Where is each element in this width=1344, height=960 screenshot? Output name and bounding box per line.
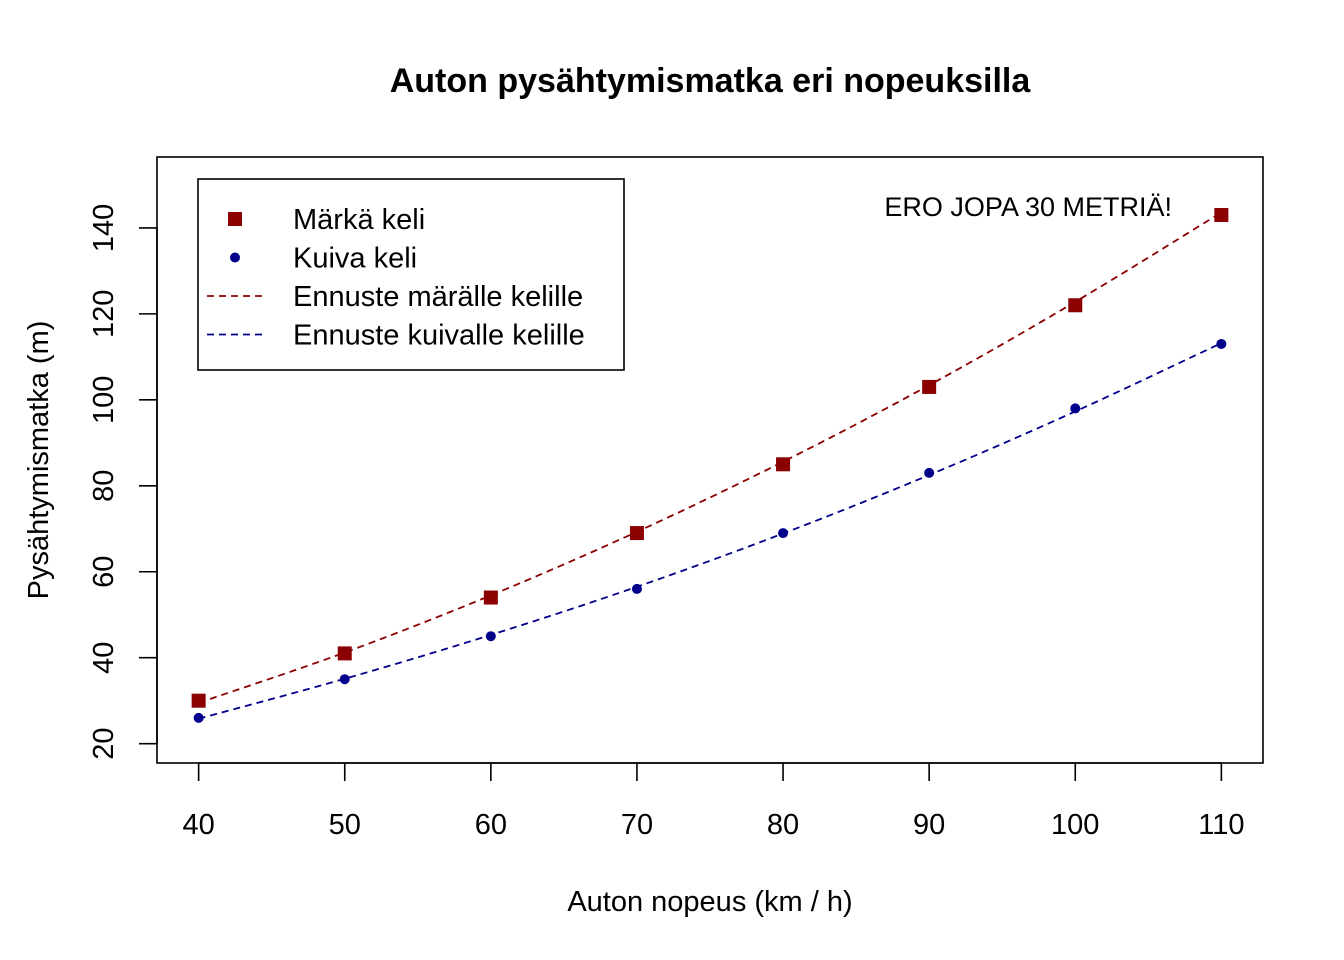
- x-tick-label: 90: [913, 809, 945, 841]
- legend-item-ennuste-kuivalle-kelille: Ennuste kuivalle kelille: [207, 320, 585, 352]
- legend-circle-marker: [230, 252, 240, 263]
- legend-label: Ennuste kuivalle kelille: [293, 320, 585, 352]
- x-tick-label: 110: [1198, 809, 1244, 841]
- legend-item-m-rk-keli: Märkä keli: [228, 204, 425, 236]
- data-point-kuiva-keli: [193, 712, 204, 723]
- data-point-kuiva-keli: [1216, 338, 1227, 349]
- data-point-kuiva-keli: [339, 674, 350, 685]
- legend-label: Kuiva keli: [293, 243, 417, 275]
- legend-box: [197, 178, 625, 371]
- legend-label: Märkä keli: [293, 204, 425, 236]
- series-line-ennuste-kuivalle-kelille: [198, 342, 1222, 720]
- annotation-text: ERO JOPA 30 METRIÄ!: [884, 192, 1172, 222]
- legend: Märkä keli Kuiva keli Ennuste märälle keli…: [197, 178, 625, 371]
- data-point-kuiva-keli: [485, 631, 496, 642]
- x-tick-label: 50: [329, 809, 361, 841]
- data-point-m-rk-keli: [776, 457, 791, 472]
- data-point-m-rk-keli: [1068, 298, 1083, 313]
- y-tick-label: 80: [88, 470, 120, 502]
- legend-square-marker: [228, 212, 242, 226]
- data-point-m-rk-keli: [922, 379, 937, 394]
- data-point-m-rk-keli: [1214, 208, 1229, 223]
- legend-item-kuiva-keli: Kuiva keli: [230, 243, 417, 275]
- data-point-m-rk-keli: [483, 590, 498, 605]
- x-tick-label: 70: [621, 809, 653, 841]
- y-axis-label: Pysähtymismatka (m): [23, 321, 55, 600]
- x-tick-label: 80: [767, 809, 799, 841]
- data-point-m-rk-keli: [629, 526, 644, 541]
- x-axis-label: Auton nopeus (km / h): [567, 886, 852, 918]
- y-tick-label: 20: [88, 728, 120, 760]
- chart-title: Auton pysähtymismatka eri nopeuksilla: [390, 62, 1032, 100]
- data-point-kuiva-keli: [631, 583, 642, 594]
- series-layer: [191, 208, 1229, 723]
- legend-label: Ennuste märälle kelille: [293, 281, 583, 313]
- y-tick-label: 60: [88, 556, 120, 588]
- data-point-kuiva-keli: [778, 528, 789, 539]
- x-tick-label: 40: [183, 809, 215, 841]
- data-point-kuiva-keli: [1070, 403, 1081, 414]
- y-tick-label: 120: [88, 290, 120, 338]
- y-axis: 20 40 60 80 100 120 140: [88, 204, 158, 760]
- series-line-ennuste-m-r-lle-kelille: [198, 211, 1222, 704]
- x-tick-label: 100: [1051, 809, 1099, 841]
- x-axis: 40 50 60 70 80 90 100 110: [183, 762, 1244, 841]
- data-point-m-rk-keli: [337, 646, 352, 661]
- y-tick-label: 100: [88, 376, 120, 424]
- legend-item-ennuste-m-r-lle-kelille: Ennuste märälle kelille: [207, 281, 583, 313]
- data-point-m-rk-keli: [191, 693, 206, 708]
- data-point-kuiva-keli: [924, 467, 935, 478]
- x-tick-label: 60: [475, 809, 507, 841]
- y-tick-label: 140: [88, 204, 120, 252]
- y-tick-label: 40: [88, 642, 120, 674]
